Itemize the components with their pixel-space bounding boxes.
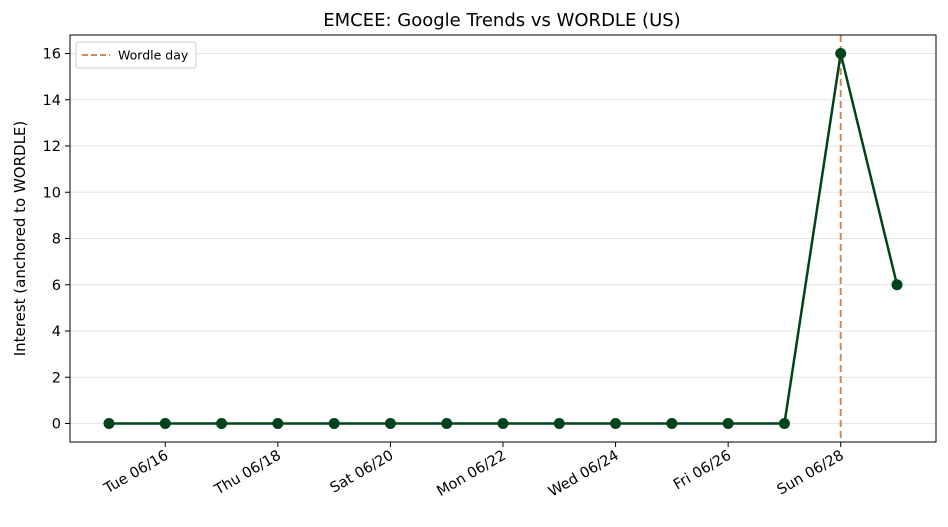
y-tick-label: 2 [52,370,61,386]
data-point [610,418,622,429]
chart-title: EMCEE: Google Trends vs WORDLE (US) [323,10,680,31]
data-point [553,418,565,429]
x-tick-label: Tue 06/16 [101,448,172,498]
x-tick-label: Sun 06/28 [775,448,847,499]
legend-label-wordle-day: Wordle day [118,48,189,63]
x-tick-label: Fri 06/26 [671,448,734,494]
x-tick-label: Mon 06/22 [434,448,509,500]
y-tick-label: 8 [52,232,61,248]
y-axis: 0 2 4 6 8 10 12 14 16 [43,47,70,433]
data-point [272,418,284,429]
x-tick-label: Sat 06/20 [328,448,397,497]
y-tick-label: 14 [43,93,61,109]
data-point [666,418,678,429]
y-axis-label: Interest (anchored to WORDLE) [11,121,29,357]
y-tick-label: 4 [52,324,61,340]
y-tick-label: 10 [43,185,61,201]
data-point [328,418,340,429]
y-tick-label: 0 [52,417,61,433]
data-point [103,418,115,429]
legend: Wordle day [75,41,197,69]
data-point [778,418,790,429]
x-tick-label: Wed 06/24 [546,448,622,501]
data-point [722,418,734,429]
data-point [497,418,509,429]
data-point [384,418,396,429]
x-tick-label: Thu 06/18 [211,448,284,499]
y-tick-label: 16 [43,47,61,63]
y-tick-label: 12 [43,139,61,155]
data-point [835,48,847,59]
legend-box [75,41,197,69]
data-point [891,279,903,291]
data-point [441,418,453,429]
x-axis: Tue 06/16 Thu 06/18 Sat 06/20 Mon 06/22 Wed … [101,442,847,500]
series-layer [103,48,903,429]
data-point [216,418,228,429]
data-point [159,418,171,429]
y-tick-label: 6 [52,278,61,294]
gridlines [70,53,936,424]
